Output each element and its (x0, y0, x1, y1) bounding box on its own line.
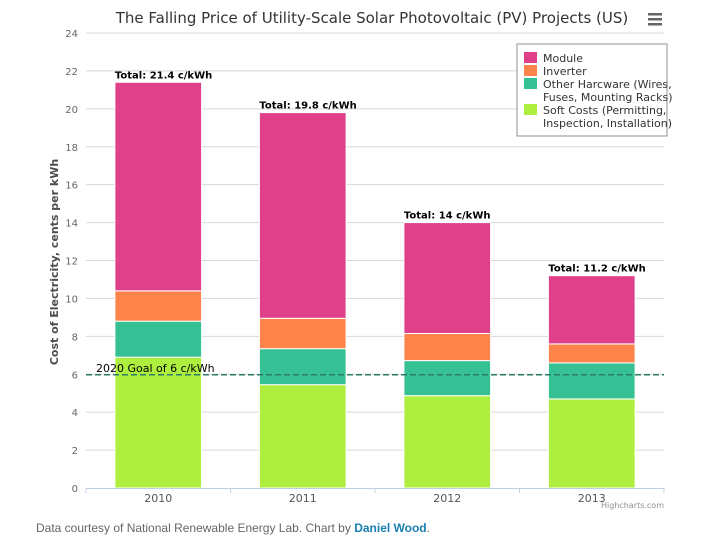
bar-segment-other (547, 362, 636, 400)
bar-segment-soft (547, 398, 636, 489)
bar-segment-module (258, 112, 347, 319)
goal-plotline: 2020 Goal of 6 c/kWh (86, 362, 664, 376)
total-labels: Total: 21.4 c/kWh Total: 19.8 c/kWh Total:… (115, 70, 646, 274)
author-link[interactable]: Daniel Wood (354, 521, 427, 535)
goal-label: 2020 Goal of 6 c/kWh (96, 362, 215, 375)
bar-segment-inverter (258, 317, 347, 350)
x-tick-label: 2012 (433, 492, 461, 505)
legend-label: Soft Costs (Permitting, (543, 104, 666, 117)
footer-attribution: Data courtesy of National Renewable Ener… (36, 521, 430, 535)
legend-label: Module (543, 52, 583, 65)
legend-box (516, 43, 668, 137)
bar-stack-2012 (403, 222, 492, 489)
highcharts-credits[interactable]: Highcharts.com (601, 501, 664, 510)
total-label: Total: 14 c/kWh (404, 211, 491, 222)
bar-segment-soft (258, 384, 347, 489)
legend-swatch (524, 52, 537, 63)
total-label: Total: 19.8 c/kWh (259, 101, 356, 112)
y-tick-label: 10 (65, 294, 78, 305)
y-tick-label: 6 (72, 370, 78, 381)
total-label: Total: 11.2 c/kWh (548, 264, 645, 275)
hamburger-menu-icon[interactable] (648, 13, 662, 26)
bar-segment-other (114, 320, 203, 358)
y-tick-label: 8 (72, 332, 78, 343)
y-axis-title: Cost of Electricity, cents per kWh (48, 159, 61, 365)
bar-segment-module (114, 81, 203, 292)
y-tick-label: 12 (65, 257, 78, 268)
y-tick-label: 0 (72, 484, 78, 495)
y-tick-label: 24 (65, 29, 78, 40)
legend-item-module[interactable]: Module (524, 52, 583, 65)
x-tick-label: 2013 (578, 492, 606, 505)
footer-suffix: . (426, 521, 430, 535)
bar-stacks (114, 81, 636, 489)
y-tick-label: 20 (65, 105, 78, 116)
y-tick-label: 14 (65, 219, 78, 230)
bar-segment-other (258, 348, 347, 386)
legend-label: Other Harcware (Wires, (543, 78, 672, 91)
y-tick-label: 18 (65, 143, 78, 154)
chart-title: The Falling Price of Utility-Scale Solar… (115, 9, 629, 27)
y-tick-label: 4 (72, 408, 78, 419)
legend-item-soft[interactable]: Soft Costs (Permitting,Inspection, Insta… (524, 104, 672, 130)
legend-label: Fuses, Mounting Racks) (543, 91, 673, 104)
footer-text: Data courtesy of National Renewable Ener… (36, 521, 355, 535)
y-tick-label: 16 (65, 181, 78, 192)
legend-label: Inverter (543, 65, 587, 78)
x-axis: 2010 2011 2012 2013 (85, 488, 665, 505)
legend-item-other[interactable]: Other Harcware (Wires,Fuses, Mounting Ra… (524, 78, 673, 104)
legend-swatch (524, 78, 537, 89)
bar-segment-inverter (547, 343, 636, 364)
y-tick-label: 2 (72, 446, 78, 457)
bar-stack-2010 (114, 81, 203, 489)
bar-segment-module (403, 222, 492, 334)
bar-segment-inverter (403, 332, 492, 362)
legend-label: Inspection, Installation) (543, 117, 672, 130)
bar-stack-2013 (547, 275, 636, 489)
bar-segment-module (547, 275, 636, 345)
y-tick-label: 22 (65, 67, 78, 78)
bar-stack-2011 (258, 112, 347, 489)
bar-segment-soft (403, 395, 492, 489)
chart-menu-button[interactable] (648, 13, 662, 26)
legend-swatch (524, 65, 537, 76)
bar-segment-other (403, 360, 492, 397)
total-label: Total: 21.4 c/kWh (115, 70, 212, 81)
legend-swatch (524, 104, 537, 115)
x-tick-label: 2011 (289, 492, 317, 505)
x-tick-label: 2010 (144, 492, 172, 505)
bar-segment-soft (114, 356, 203, 489)
bar-segment-inverter (114, 290, 203, 322)
legend-item-inverter[interactable]: Inverter (524, 65, 587, 78)
